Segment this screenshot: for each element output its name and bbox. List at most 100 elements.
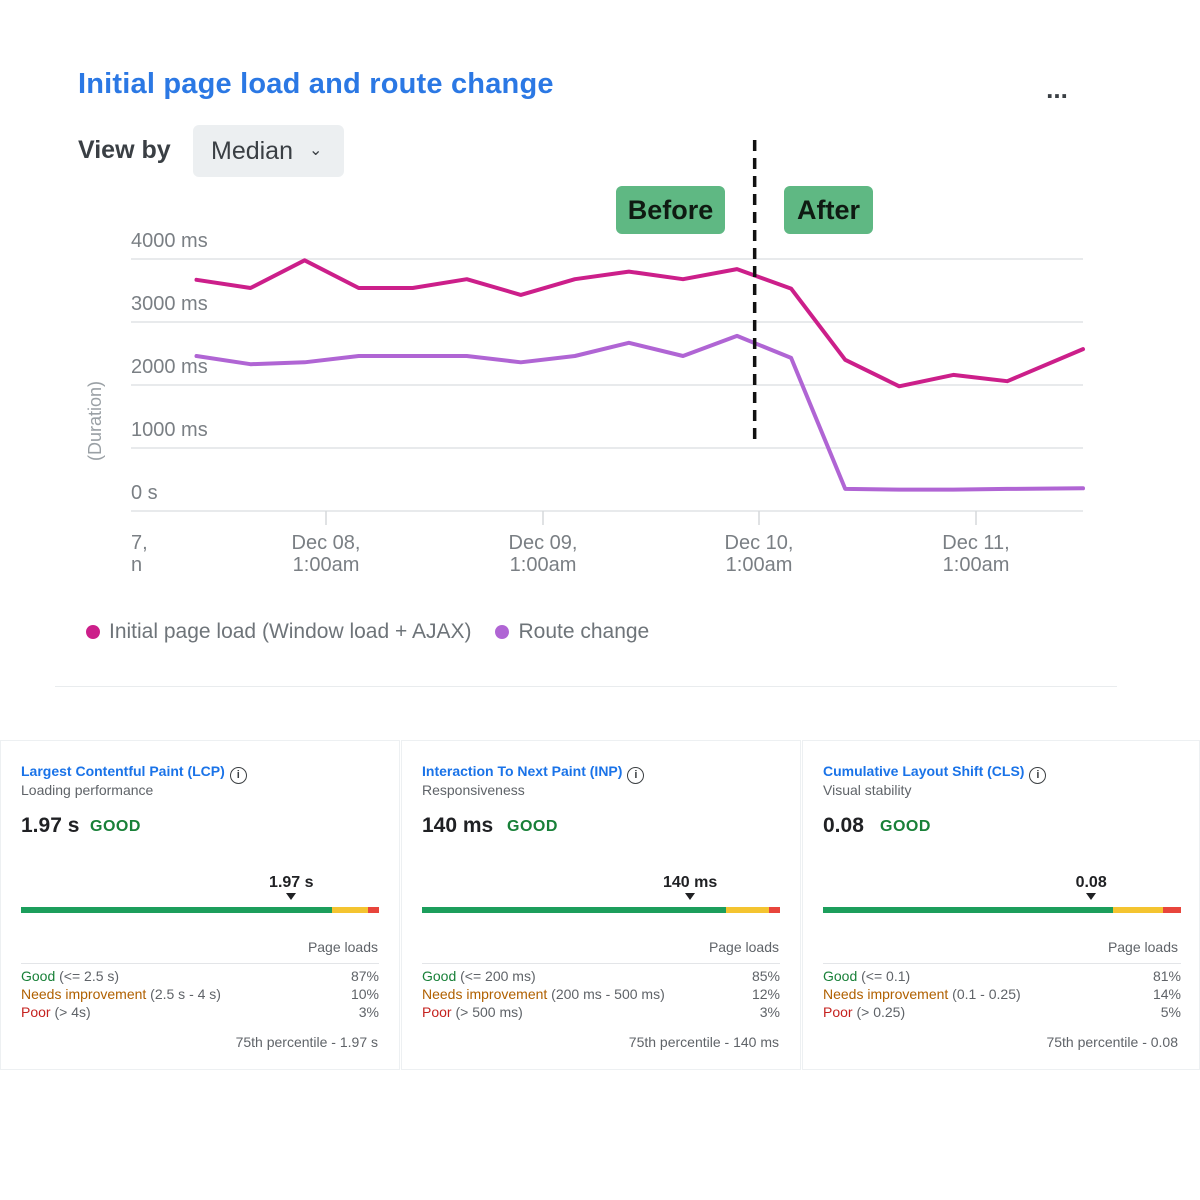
status-badge: GOOD [90,818,141,835]
marker-triangle-icon [286,893,297,900]
percentile-75: 75th percentile - 1.97 s [235,1034,378,1050]
metric-title-text: Interaction To Next Paint (INP) [422,763,623,779]
x-tick-label: n [131,554,142,576]
row-good: Good (<= 200 ms) 85% [422,968,780,986]
bar-segment-poor [1163,907,1181,913]
y-tick-label: 3000 ms [131,293,208,315]
legend-dot-initial-page-load [86,625,100,639]
marker-triangle-icon [685,893,696,900]
chart-title: Initial page load and route change [78,68,554,100]
row-range: (> 500 ms) [455,1004,523,1020]
marker-label: 1.97 s [269,874,314,891]
y-tick-label: 1000 ms [131,419,208,441]
row-range: (<= 2.5 s) [59,968,120,984]
row-range: (0.1 - 0.25) [952,986,1021,1002]
chart-legend: Initial page load (Window load + AJAX) R… [86,620,649,644]
web-vitals-panel: Largest Contentful Paint (LCP) i Loading … [0,740,1200,1070]
row-poor: Poor (> 0.25) 5% [823,1004,1181,1022]
distribution-bar [21,907,379,913]
row-range: (<= 200 ms) [460,968,536,984]
bar-segment-good [823,907,1113,913]
legend-item-route-change[interactable]: Route change [495,620,649,644]
bar-segment-poor [769,907,780,913]
page-loads-label: Page loads [307,939,378,955]
metric-card-inp: Interaction To Next Paint (INP) i Respons… [401,740,801,1070]
chart-panel [55,40,1117,687]
x-tick-label: 1:00am [726,554,793,576]
row-poor: Poor (> 4s) 3% [21,1004,379,1022]
bar-segment-poor [368,907,379,913]
metric-title-text: Largest Contentful Paint (LCP) [21,763,225,779]
metric-value: 0.08 [823,814,864,837]
row-range: (200 ms - 500 ms) [551,986,665,1002]
row-label: Poor [422,1004,452,1020]
metric-value: 140 ms [422,814,494,837]
chevron-down-icon: ⌄ [309,142,323,159]
row-needs-improvement: Needs improvement (2.5 s - 4 s) 10% [21,986,379,1004]
metric-subtitle: Responsiveness [422,782,525,798]
row-label: Good [422,968,457,984]
marker-label: 140 ms [663,874,718,891]
series-line-route-change [194,333,1085,492]
percentile-75: 75th percentile - 0.08 [1046,1034,1178,1050]
page-loads-label: Page loads [1107,939,1178,955]
row-label: Poor [823,1004,853,1020]
line-chart: 4000 ms 3000 ms 2000 ms 1000 ms 0 s (Duration… [85,140,1085,576]
view-by-value: Median [211,137,293,165]
more-options-button[interactable]: ... [1046,74,1068,104]
x-tick-label: Dec 08, [292,532,361,554]
row-needs-improvement: Needs improvement (0.1 - 0.25) 14% [823,986,1181,1004]
legend-dot-route-change [495,625,510,639]
metric-title-lcp[interactable]: Largest Contentful Paint (LCP) i [21,763,247,784]
y-tick-label: 0 s [131,482,158,504]
row-pct: 85% [751,968,780,984]
before-tag: Before [616,186,725,234]
status-badge: GOOD [507,818,558,835]
row-pct: 10% [350,986,379,1002]
x-tick-label: Dec 09, [509,532,578,554]
distribution-bar [422,907,780,913]
row-label: Needs improvement [823,986,949,1002]
row-range: (<= 0.1) [861,968,911,984]
page-loads-label: Page loads [708,939,779,955]
marker-label: 0.08 [1075,874,1107,891]
series-line-initial-page-load [194,258,1085,389]
info-icon[interactable]: i [229,767,247,784]
x-tick-label: 1:00am [510,554,577,576]
row-poor: Poor (> 500 ms) 3% [422,1004,780,1022]
bar-segment-good [422,907,727,913]
metric-card-lcp: Largest Contentful Paint (LCP) i Loading … [0,740,400,1070]
bar-segment-needs-improvement [1112,907,1164,913]
metric-title-cls[interactable]: Cumulative Layout Shift (CLS) i [823,763,1047,784]
row-label: Good [21,968,56,984]
row-good: Good (<= 2.5 s) 87% [21,968,379,986]
metric-title-inp[interactable]: Interaction To Next Paint (INP) i [422,763,645,784]
bar-segment-good [21,907,333,913]
divider [422,963,780,964]
view-by-label: View by [78,136,171,164]
metric-title-text: Cumulative Layout Shift (CLS) [823,763,1025,779]
row-pct: 81% [1152,968,1181,984]
row-label: Poor [21,1004,51,1020]
legend-label-route-change: Route change [518,620,650,643]
metric-subtitle: Visual stability [823,782,912,798]
legend-item-initial-page-load[interactable]: Initial page load (Window load + AJAX) [86,620,471,644]
row-pct: 5% [1160,1004,1181,1020]
x-tick-label: 1:00am [293,554,360,576]
percentile-75: 75th percentile - 140 ms [628,1034,779,1050]
metric-card-cls: Cumulative Layout Shift (CLS) i Visual st… [802,740,1200,1070]
after-tag: After [784,186,873,234]
row-range: (> 0.25) [856,1004,906,1020]
x-tick-label: 7, [131,532,148,554]
row-pct: 12% [751,986,780,1002]
distribution-bar [823,907,1181,913]
x-tick-label: Dec 11, [942,532,1009,554]
y-tick-label: 2000 ms [131,356,208,378]
view-by-select[interactable]: Median ⌄ [193,125,344,177]
row-label: Needs improvement [21,986,147,1002]
y-tick-label: 4000 ms [131,230,208,252]
x-tick-label: 1:00am [943,554,1010,576]
status-badge: GOOD [880,818,931,835]
info-icon[interactable]: i [1029,767,1047,784]
info-icon[interactable]: i [627,767,645,784]
